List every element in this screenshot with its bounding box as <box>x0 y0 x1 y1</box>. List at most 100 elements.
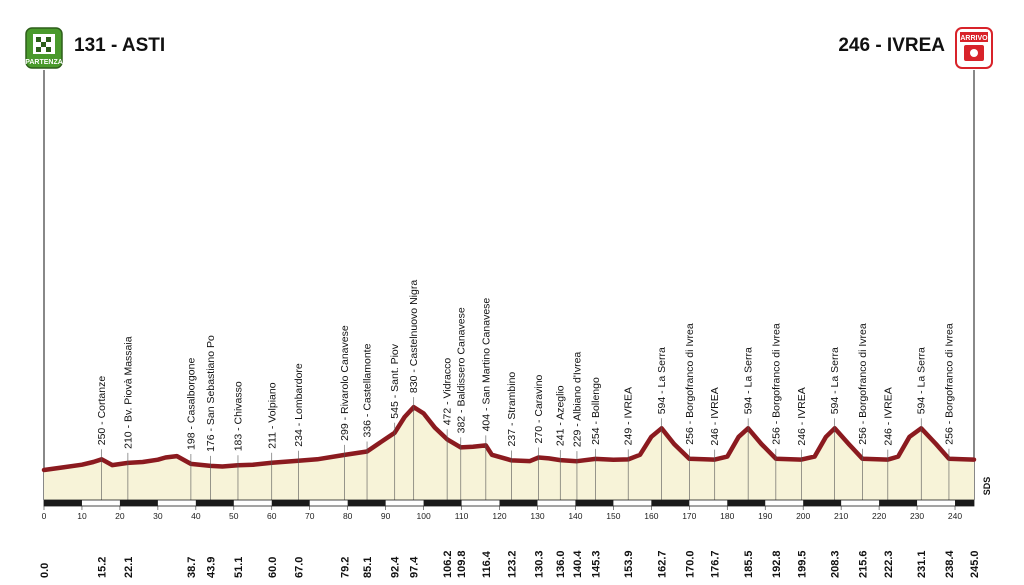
waypoint-label: 234 - Lombardore <box>293 363 305 447</box>
scale-bar-segment <box>879 500 918 506</box>
waypoint-label: 183 - Chivasso <box>232 381 244 451</box>
checkered-flag-cell <box>41 42 46 47</box>
scale-bar-segment <box>44 500 82 506</box>
scale-bar-segment <box>347 500 386 506</box>
start-badge: PARTENZA <box>25 27 63 69</box>
km-mark-label: 67.0 <box>293 557 305 578</box>
waypoint-label: 270 - Caravino <box>533 374 545 443</box>
waypoint-label: 594 - La Serra <box>916 347 928 414</box>
waypoint-label: 198 - Casalborgone <box>185 358 197 450</box>
km-mark-label: 238.4 <box>944 550 956 578</box>
waypoint-layer: 250 - Cortanze 210 - Bv. Piovà Massaia 198… <box>96 280 955 500</box>
km-mark-label: 130.3 <box>534 550 546 578</box>
waypoint-label: 472 - Vidracco <box>442 358 454 426</box>
waypoint-label: 256 - Borgofranco di Ivrea <box>857 323 869 445</box>
scale-bar-segment <box>119 500 158 506</box>
km-mark-label: 85.1 <box>362 557 374 578</box>
x-tick-label: 230 <box>910 511 924 521</box>
x-tick-label: 220 <box>872 511 886 521</box>
sds-logo: SDS <box>982 477 992 496</box>
x-tick-label: 100 <box>416 511 430 521</box>
profile-area <box>44 407 974 500</box>
waypoint-label: 545 - Sant. Piov <box>389 343 401 418</box>
scale-bar-segment <box>575 500 614 506</box>
x-tick-label: 130 <box>530 511 544 521</box>
scale-bar-segment <box>271 500 310 506</box>
km-mark-label: 116.4 <box>481 550 493 578</box>
x-tick-label: 0 <box>42 511 47 521</box>
end-badge-label: ARRIVO <box>960 35 988 42</box>
waypoint-label: 404 - San Martino Canavese <box>480 298 492 432</box>
scale-bar-segment <box>727 500 766 506</box>
km-layer: 0.0 15.2 22.1 38.7 43.9 51.1 60.0 67.0 79.2 85.1 9… <box>39 550 981 578</box>
checkered-flag-cell <box>36 37 41 42</box>
checkered-flag-cell <box>36 47 41 52</box>
x-tick-label: 50 <box>229 511 239 521</box>
waypoint-label: 249 - IVREA <box>623 387 635 445</box>
waypoint-label: 299 - Rivarolo Canavese <box>339 325 351 441</box>
km-mark-label: 136.0 <box>555 550 567 578</box>
scale-bar-segment <box>423 500 462 506</box>
waypoint-label: 256 - Borgofranco di Ivrea <box>684 323 696 445</box>
waypoint-label: 237 - Strambino <box>506 372 518 447</box>
km-mark-label: 231.1 <box>916 550 928 578</box>
km-mark-label: 222.3 <box>883 550 895 578</box>
waypoint-label: 210 - Bv. Piovà Massaia <box>122 336 134 449</box>
waypoint-label: 594 - La Serra <box>656 347 668 414</box>
x-tick-label: 200 <box>796 511 810 521</box>
start-location-label: 131 - ASTI <box>74 35 165 56</box>
waypoint-label: 256 - Borgofranco di Ivrea <box>770 323 782 445</box>
scale-bar-segment <box>195 500 234 506</box>
km-mark-label: 176.7 <box>710 550 722 578</box>
km-mark-label: 97.4 <box>409 556 421 578</box>
waypoint-label: 246 - IVREA <box>709 387 721 445</box>
waypoint-label: 336 - Castellamonte <box>362 343 374 437</box>
waypoint-label: 254 - Bollengo <box>590 377 602 445</box>
km-mark-label: 106.2 <box>442 550 454 578</box>
waypoint-label: 594 - La Serra <box>743 347 755 414</box>
km-mark-label: 22.1 <box>123 557 135 578</box>
x-tick-label: 20 <box>115 511 125 521</box>
km-mark-label: 0.0 <box>39 563 51 578</box>
waypoint-label: 382 - Baldissero Canavese <box>455 307 467 433</box>
x-tick-label: 120 <box>492 511 506 521</box>
x-tick-label: 10 <box>77 511 87 521</box>
x-tick-label: 110 <box>455 511 469 521</box>
waypoint-label: 830 - Castelnuovo Nigra <box>408 280 420 393</box>
end-location-label: 246 - IVREA <box>838 35 945 56</box>
scale-layer: 0 10 20 30 40 50 60 70 80 90 100 110 120 130 140 150 160… <box>42 499 975 521</box>
finish-line-dot <box>970 49 978 57</box>
waypoint-label: 176 - San Sebastiano Po <box>205 335 217 452</box>
km-mark-label: 192.8 <box>771 550 783 578</box>
waypoint-label: 229 - Albiano d'Ivrea <box>571 352 583 448</box>
km-mark-label: 92.4 <box>390 556 402 578</box>
end-badge-banner <box>960 32 988 42</box>
x-tick-label: 30 <box>153 511 163 521</box>
waypoint-label: 594 - La Serra <box>829 347 841 414</box>
km-mark-label: 185.5 <box>743 550 755 578</box>
km-mark-label: 170.0 <box>684 550 696 578</box>
x-tick-label: 210 <box>834 511 848 521</box>
waypoint-label: 211 - Volpiano <box>266 382 278 449</box>
x-tick-label: 170 <box>682 511 696 521</box>
end-badge: ARRIVO <box>955 27 993 69</box>
scale-bar-segment <box>803 500 842 506</box>
x-tick-label: 180 <box>720 511 734 521</box>
profile-layer <box>41 404 977 500</box>
checkered-flag-cell <box>46 37 51 42</box>
km-mark-label: 15.2 <box>97 557 109 578</box>
scale-bar-segment <box>955 500 974 506</box>
waypoint-label: 250 - Cortanze <box>96 376 108 446</box>
km-mark-label: 51.1 <box>233 557 245 578</box>
x-tick-label: 150 <box>606 511 620 521</box>
km-mark-label: 60.0 <box>267 557 279 578</box>
km-mark-label: 245.0 <box>969 550 981 578</box>
km-mark-label: 140.4 <box>572 550 584 578</box>
km-mark-label: 215.6 <box>857 550 869 578</box>
x-tick-label: 190 <box>758 511 772 521</box>
waypoint-label: 241 - Azeglio <box>555 385 567 446</box>
x-tick-label: 60 <box>267 511 277 521</box>
x-tick-label: 240 <box>948 511 962 521</box>
km-mark-label: 109.8 <box>456 550 468 578</box>
